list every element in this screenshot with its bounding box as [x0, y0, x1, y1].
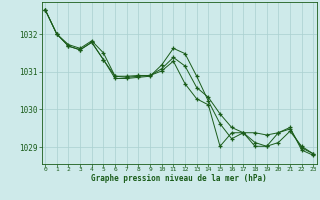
X-axis label: Graphe pression niveau de la mer (hPa): Graphe pression niveau de la mer (hPa) — [91, 174, 267, 183]
